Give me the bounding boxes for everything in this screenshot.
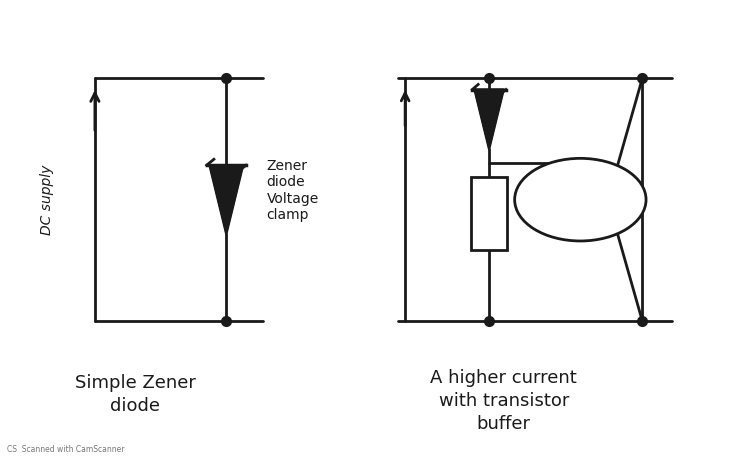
- Text: Zener
diode
Voltage
clamp: Zener diode Voltage clamp: [266, 159, 319, 222]
- Text: diode: diode: [110, 397, 160, 415]
- Bar: [471, 177, 507, 250]
- Text: CS  Scanned with CamScanner: CS Scanned with CamScanner: [7, 445, 125, 454]
- Text: buffer: buffer: [477, 415, 531, 433]
- Text: with transistor: with transistor: [439, 392, 569, 410]
- Text: Simple Zener: Simple Zener: [74, 374, 196, 392]
- Text: DC supply: DC supply: [40, 164, 55, 235]
- Polygon shape: [210, 165, 243, 234]
- Polygon shape: [474, 90, 504, 149]
- Circle shape: [515, 158, 646, 241]
- Text: A higher current: A higher current: [430, 369, 577, 387]
